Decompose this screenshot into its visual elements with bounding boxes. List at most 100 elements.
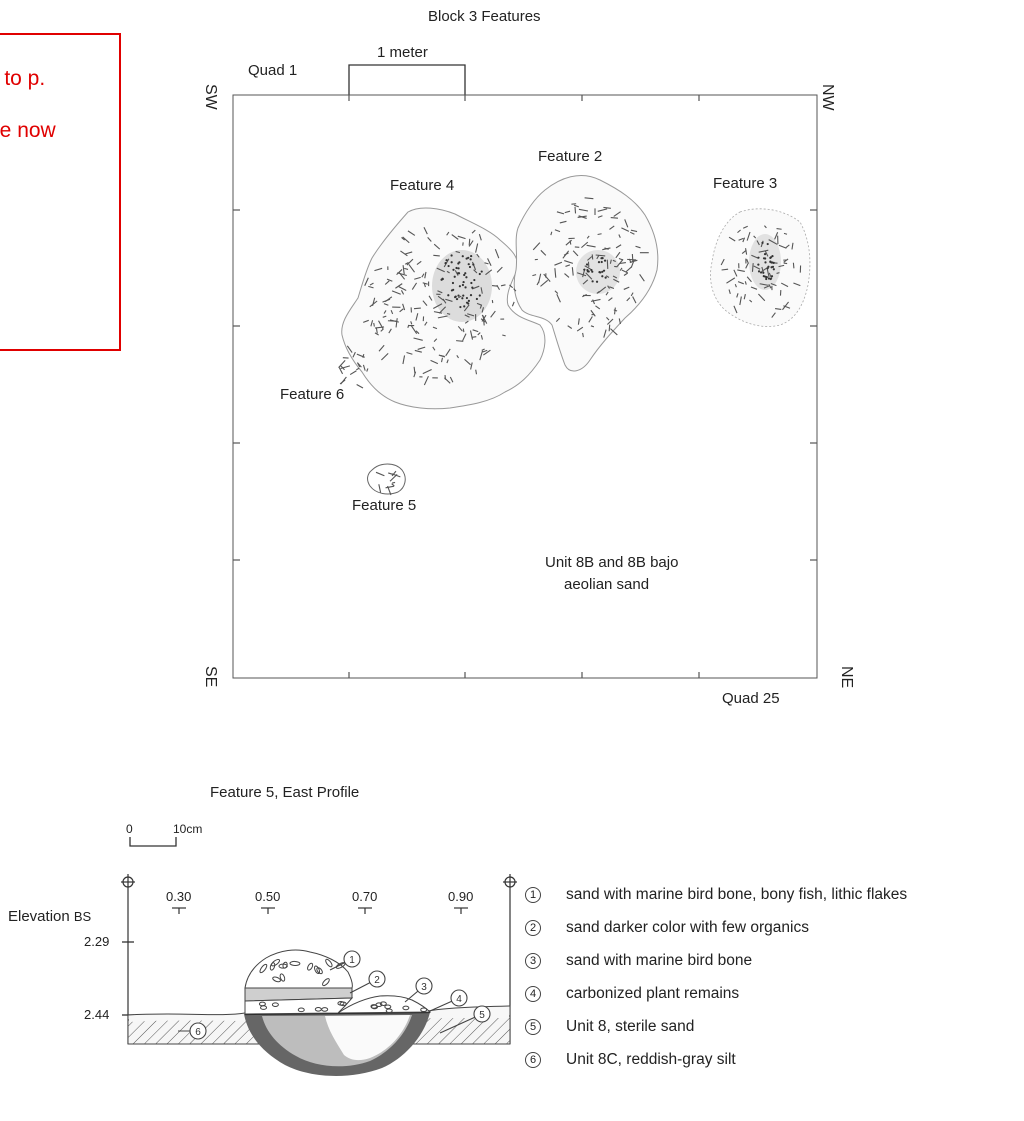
legend-item-5: 5 Unit 8, sterile sand [525,1016,694,1038]
fragment-mark [564,210,571,214]
fragment-mark [783,232,788,235]
stipple-dot [759,271,763,274]
stipple-dot [770,261,773,264]
fragment-mark [471,336,477,338]
fragment-mark [422,300,428,306]
fragment-mark [726,277,736,284]
fragment-mark [458,295,462,299]
fragment-mark [433,303,443,310]
fragment-mark [639,273,645,282]
fragment-mark [565,264,571,267]
fragment-mark [437,290,443,294]
fragment-mark [469,330,474,340]
fragment-mark [413,366,416,374]
profile-scale-label: 10cm [173,822,203,836]
fragment-mark [511,301,515,307]
fragment-mark [595,254,606,257]
fragment-mark [758,293,766,302]
feature-4-core [432,250,492,322]
legend-num-2: 2 [525,920,541,936]
fragment-mark [750,286,758,290]
callout-circle-2 [368,970,386,988]
fragment-mark [624,219,629,228]
legend-num-1: 1 [525,887,541,903]
fragment-mark [751,254,759,259]
fragment-mark [421,273,425,278]
fragment-mark [565,239,572,246]
elevation-unit: BS [73,909,92,924]
fragment-mark [408,264,415,273]
fragment-mark [438,306,447,314]
fragment-mark [758,249,769,253]
stipple-dot [757,256,760,259]
fragment-mark [479,305,482,309]
fragment-mark [564,273,570,278]
fragment-mark [456,340,464,342]
profile-pebble [269,962,276,971]
fragment-mark [384,280,390,285]
fragment-mark [733,305,738,314]
profile-pebble [289,960,301,966]
fragment-mark [768,272,773,280]
elevation-label-text: Elevation [8,908,70,925]
stipple-dots [440,241,775,309]
fragment-mark [768,239,778,245]
fragment-mark [597,208,608,212]
fragment-mark [402,236,410,244]
stipple-dot [772,261,775,264]
fragment-mark [400,290,405,295]
stipple-dot [467,256,470,259]
fragment-mark [407,324,410,328]
profile-fragments [258,958,428,1014]
fragment-mark [742,225,748,229]
stipple-dot [595,280,599,283]
fragment-mark [440,355,445,357]
legend-text-1: sand with marine bird bone, bony fish, l… [566,886,908,903]
fragment-mark [407,230,416,236]
fragment-mark [567,325,573,329]
fragment-mark [623,286,630,290]
stipple-dot [601,270,604,273]
fragment-mark [509,284,514,289]
fragment-mark [751,263,754,272]
fragment-mark [406,258,414,266]
fragment-mark [763,285,770,289]
annotation-note-box: g s to p. ge now [0,33,121,351]
plan-scale-label: 1 meter [377,44,428,61]
fragment-mark [468,238,471,246]
stipple-dot [601,275,604,278]
stipple-dot [464,272,467,275]
plan-frame [232,94,818,679]
fragment-mark [382,315,387,318]
fragment-mark [391,290,401,295]
profile-pebble [325,958,333,968]
profile-pebble [371,1004,379,1010]
fragment-mark [401,237,405,241]
fragment-mark [596,290,600,294]
fragment-mark [494,248,500,259]
fragment-mark [733,269,738,277]
stipple-dot [462,294,465,297]
stipple-dot [471,286,474,289]
fragment-mark [588,316,593,323]
fragment-mark [778,264,785,268]
stipple-dot [464,286,467,289]
fragment-mark [613,211,621,217]
stipple-dot [461,255,464,258]
fragment-mark [766,268,770,278]
fragment-mark [368,285,374,289]
feature-5-label: Feature 5 [352,497,417,514]
fragment-mark [577,215,587,218]
legend-text-3: sand with marine bird bone [566,952,753,969]
fragment-mark [587,256,593,261]
fragment-mark [433,338,438,342]
fragment-mark [573,204,579,208]
fragment-mark [356,367,360,371]
fragment-mark [619,267,623,271]
fragment-mark [456,354,459,359]
stipple-dot [765,275,768,279]
stipple-dot [465,276,468,279]
fragment-mark [775,308,782,311]
fragment-mark [414,349,422,353]
fragment-mark [481,314,488,324]
